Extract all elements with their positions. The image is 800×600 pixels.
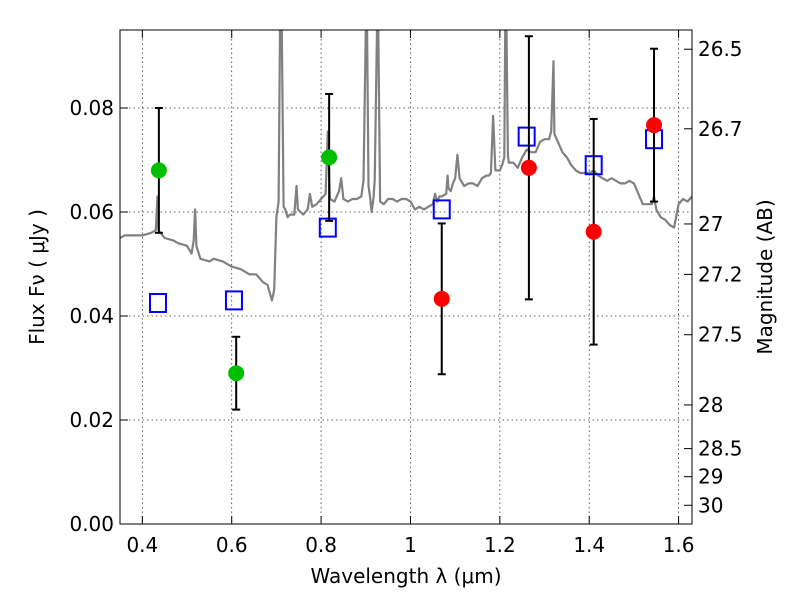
red-data-point [646, 117, 663, 134]
x-tick-label: 1.6 [663, 533, 695, 557]
model-spectrum-line [120, 30, 692, 302]
red-data-point [585, 223, 602, 240]
model-photometry-square [148, 293, 167, 313]
x-tick-label: 1 [404, 533, 417, 557]
x-tick-label: 0.6 [216, 533, 248, 557]
right-tick-label: 28 [698, 393, 723, 417]
x-axis-title: Wavelength λ (μm) [310, 564, 501, 588]
model-photometry-square [224, 290, 243, 311]
right-tick-label: 26.5 [698, 37, 743, 61]
red-data-point [520, 159, 537, 176]
right-tick-label: 27.5 [698, 323, 743, 347]
right-axis-title: Magnitude (AB) [753, 199, 777, 354]
y-tick-label: 0.06 [69, 200, 114, 224]
axis-ticks: 0.4 0.6 0.8 1 1.2 1.4 1.6 0.00 0.02 0.04 0.06 0.08 2… [69, 30, 743, 557]
y-tick-label: 0.08 [69, 96, 114, 120]
grid-lines [120, 30, 692, 524]
plot-frame [119, 29, 693, 525]
data-points-layer [148, 35, 664, 411]
right-tick-label: 27.2 [698, 262, 743, 286]
right-tick-label: 26.7 [698, 117, 743, 141]
right-tick-label: 28.5 [698, 437, 743, 461]
x-tick-label: 1.2 [484, 533, 516, 557]
x-tick-label: 0.4 [126, 533, 158, 557]
model-photometry-square [517, 126, 536, 147]
right-tick-label: 30 [698, 493, 723, 517]
model-spectrum-layer [120, 30, 692, 302]
model-photometry-square [318, 217, 337, 238]
model-photometry-square [432, 199, 451, 220]
green-data-point [321, 149, 338, 166]
y-tick-label: 0.00 [69, 512, 114, 536]
green-data-point [228, 365, 245, 382]
green-data-point [150, 162, 167, 179]
y-tick-label: 0.04 [69, 304, 114, 328]
y-tick-label: 0.02 [69, 408, 114, 432]
y-axis-title: Flux Fν ( μJy ) [25, 209, 49, 345]
x-tick-label: 1.4 [573, 533, 605, 557]
right-tick-label: 29 [698, 465, 723, 489]
right-tick-label: 27 [698, 212, 723, 236]
x-tick-label: 0.8 [305, 533, 337, 557]
red-data-point [433, 290, 450, 307]
